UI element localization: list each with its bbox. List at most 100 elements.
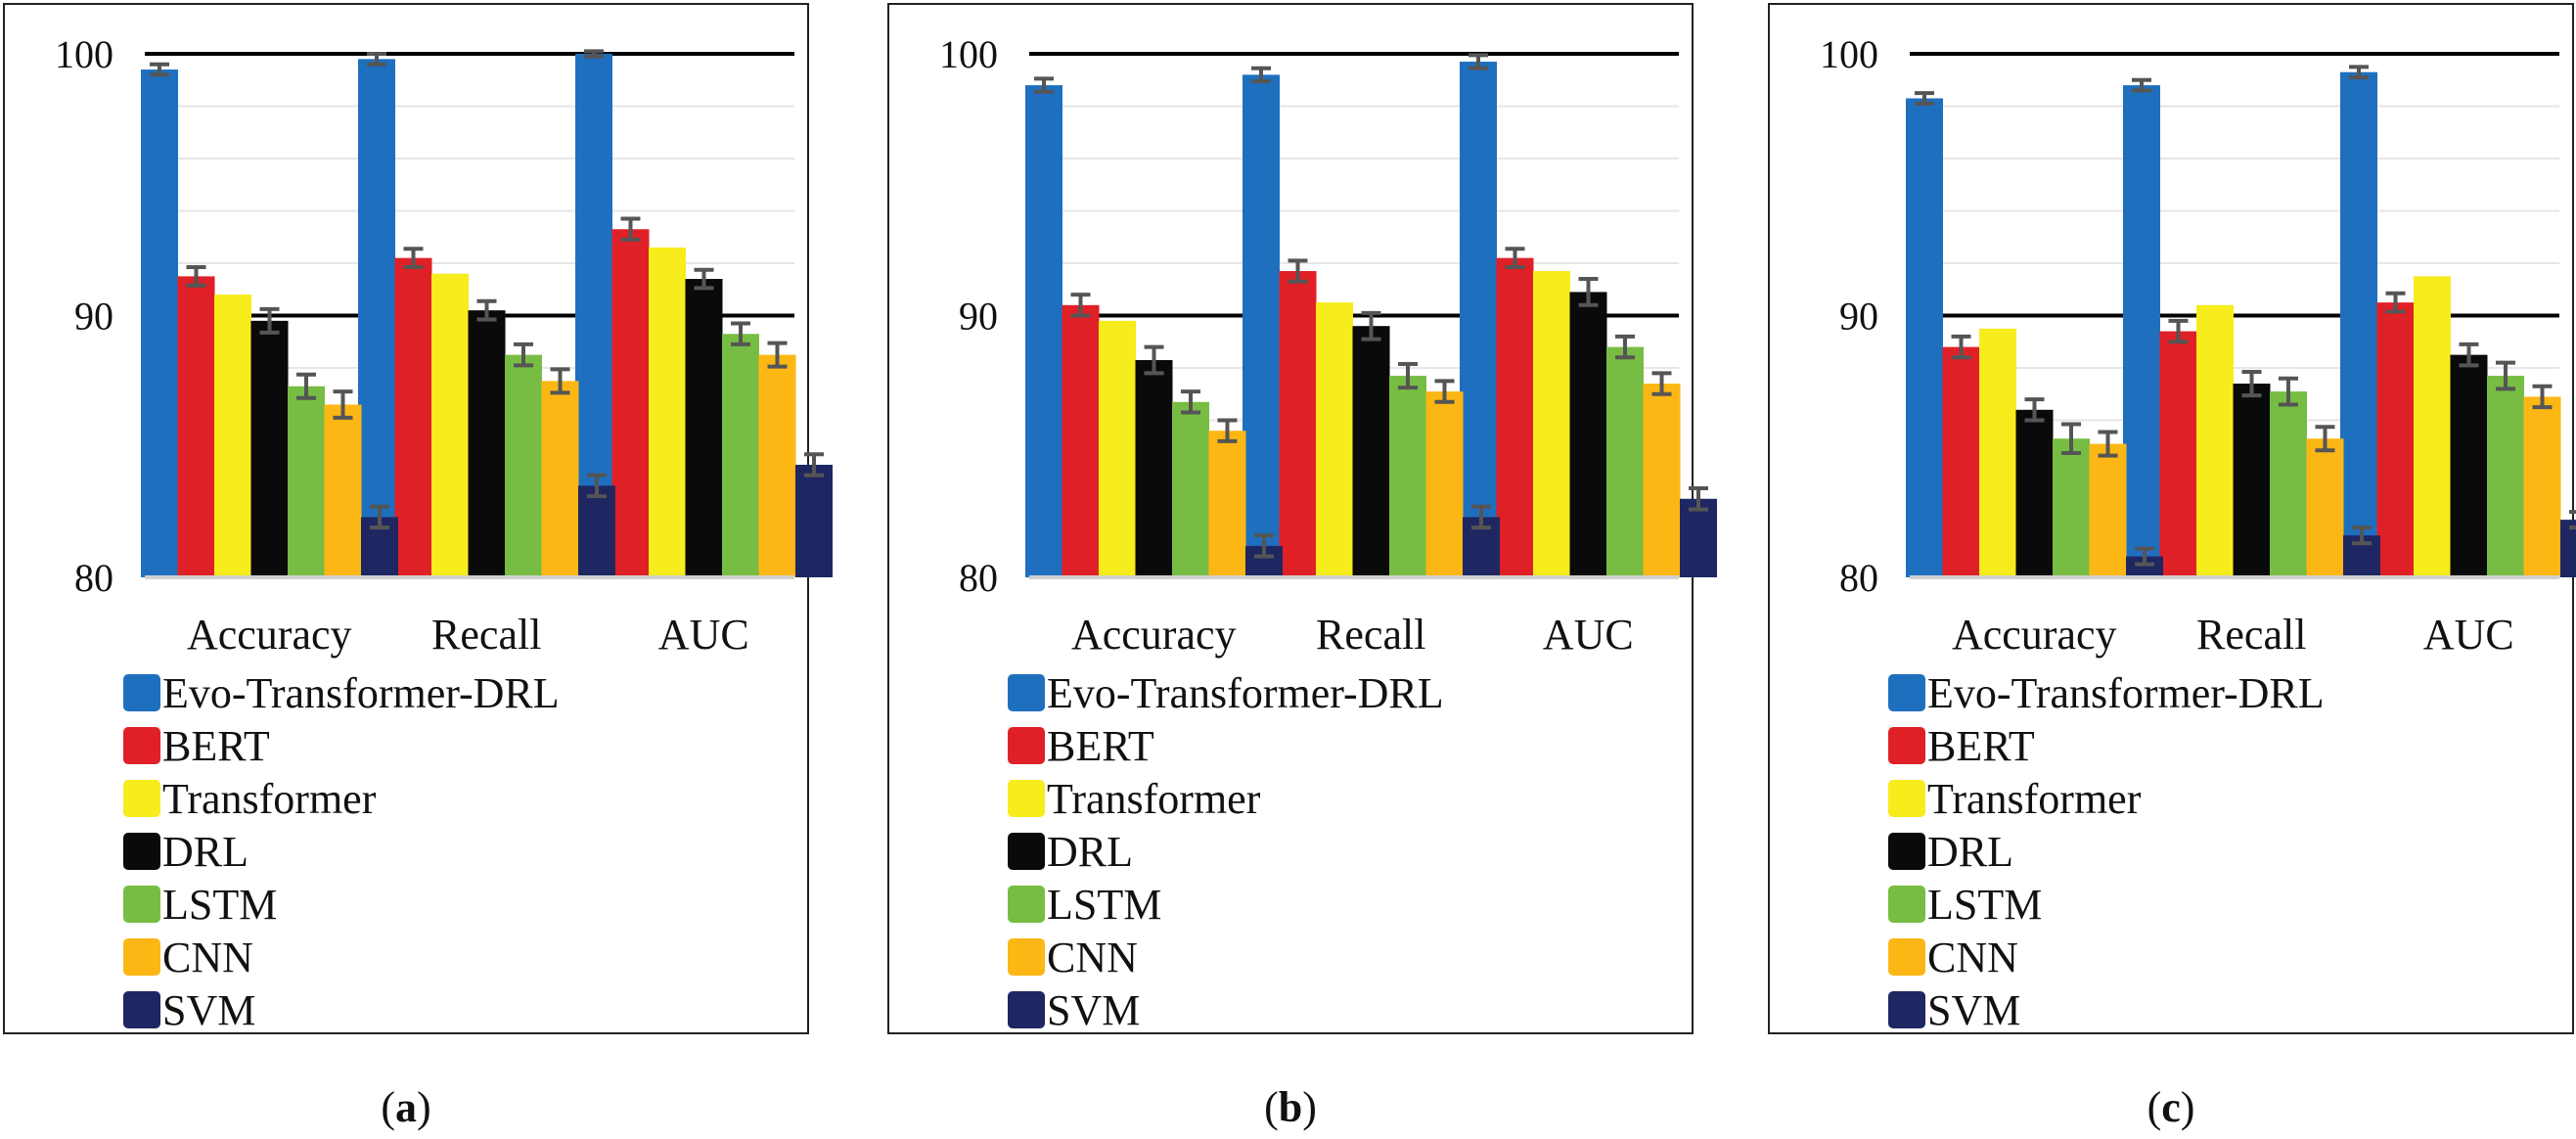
legend-swatch [1888, 938, 1925, 976]
bar [1352, 326, 1390, 577]
bar [2159, 331, 2197, 577]
error-bar [1471, 504, 1491, 530]
legend: Evo-Transformer-DRL BERT Transformer DRL LST… [123, 669, 560, 1034]
bar [1460, 62, 1497, 577]
legend-swatch [1888, 833, 1925, 870]
bar [505, 354, 542, 577]
error-bar [1951, 334, 1971, 360]
bar [2376, 302, 2415, 577]
bar [1533, 271, 1570, 577]
chart-panel-c: 80 90 100 Accuracy Recall AUC Evo-Transformer-… [1768, 3, 2576, 1034]
bar [2523, 396, 2561, 577]
legend-swatch [1008, 938, 1045, 976]
legend: Evo-Transformer-DRL BERT Transformer DRL LST… [1008, 669, 1444, 1034]
legend-label: DRL [162, 828, 249, 876]
bar [722, 334, 759, 577]
error-bar [587, 473, 607, 499]
bar [468, 310, 506, 577]
error-bar [150, 62, 169, 77]
error-bar [804, 452, 824, 478]
bar [1643, 384, 1681, 577]
error-bar [2279, 376, 2298, 407]
y-tick-label: 80 [1839, 556, 1878, 600]
error-bar [1181, 389, 1200, 415]
bar [1569, 292, 1607, 577]
bar [2306, 438, 2344, 577]
legend-label: DRL [1927, 828, 2013, 876]
y-tick-label: 100 [1820, 32, 1878, 76]
legend-label: CNN [1927, 934, 2018, 981]
bar [578, 485, 615, 577]
bar [2196, 304, 2234, 577]
panel-caption: (b) [1264, 1083, 1317, 1131]
bar [2123, 85, 2160, 577]
bar [1135, 359, 1173, 577]
bar [1979, 328, 2016, 577]
error-bar [767, 341, 788, 369]
legend-swatch [123, 938, 160, 976]
bar [1425, 391, 1464, 577]
bar [1243, 74, 1280, 577]
legend-label: CNN [1047, 934, 1138, 981]
legend-label: Transformer [1047, 775, 1261, 823]
error-bar [1505, 247, 1525, 270]
legend-swatch [123, 780, 160, 817]
legend-label: BERT [162, 722, 270, 770]
bar [177, 276, 215, 577]
bar [1942, 346, 1980, 577]
error-bar [620, 216, 641, 242]
panel-caption: (a) [381, 1083, 430, 1131]
chart-panel-a: 80 90 100 Accuracy Recall AUC Evo-Transformer-… [3, 3, 833, 1034]
error-bar [403, 247, 424, 270]
bar [685, 279, 723, 577]
bar [2340, 71, 2377, 578]
error-bar [1469, 53, 1488, 70]
bar [541, 381, 579, 577]
legend-swatch [1888, 991, 1925, 1028]
bar [1680, 498, 1717, 577]
error-bar [1034, 76, 1054, 94]
legend-label: CNN [162, 934, 253, 981]
legend: Evo-Transformer-DRL BERT Transformer DRL LST… [1888, 669, 2325, 1034]
legend-swatch [1888, 727, 1925, 764]
legend-swatch [1008, 674, 1045, 711]
bar [214, 295, 251, 577]
bar [2233, 384, 2271, 577]
legend-label: LSTM [162, 881, 277, 929]
bar [141, 69, 178, 578]
legend-label: LSTM [1047, 881, 1161, 929]
error-bar [2459, 342, 2479, 368]
bar [1606, 346, 1644, 577]
error-bar [2496, 360, 2515, 391]
legend-label: Evo-Transformer-DRL [1927, 669, 2325, 717]
error-bar [1615, 334, 1635, 360]
legend-label: SVM [1047, 986, 1140, 1034]
bar [1208, 431, 1246, 577]
x-category-label: AUC [658, 611, 749, 659]
error-bar [296, 372, 316, 400]
bar [431, 273, 469, 577]
error-bar [1251, 66, 1271, 84]
x-category-label: Accuracy [1952, 611, 2117, 659]
y-tick-label: 90 [74, 295, 113, 339]
error-bar [259, 306, 280, 335]
bar [2015, 409, 2054, 577]
error-bar [367, 52, 386, 67]
legend-swatch [123, 991, 160, 1028]
legend-swatch [123, 674, 160, 711]
legend-label: Transformer [162, 775, 377, 823]
bar [1389, 376, 1426, 577]
bar [649, 247, 686, 577]
error-bar [1361, 310, 1381, 342]
x-category-label: Accuracy [187, 611, 352, 659]
error-bar [186, 265, 206, 288]
legend-swatch [1888, 886, 1925, 923]
error-bar [1254, 533, 1274, 559]
x-category-label: Recall [1316, 611, 1425, 659]
error-bar [2098, 430, 2118, 458]
error-bar [2315, 425, 2335, 453]
error-bar [2132, 77, 2151, 93]
bar [2414, 276, 2451, 577]
bar [2450, 354, 2488, 577]
